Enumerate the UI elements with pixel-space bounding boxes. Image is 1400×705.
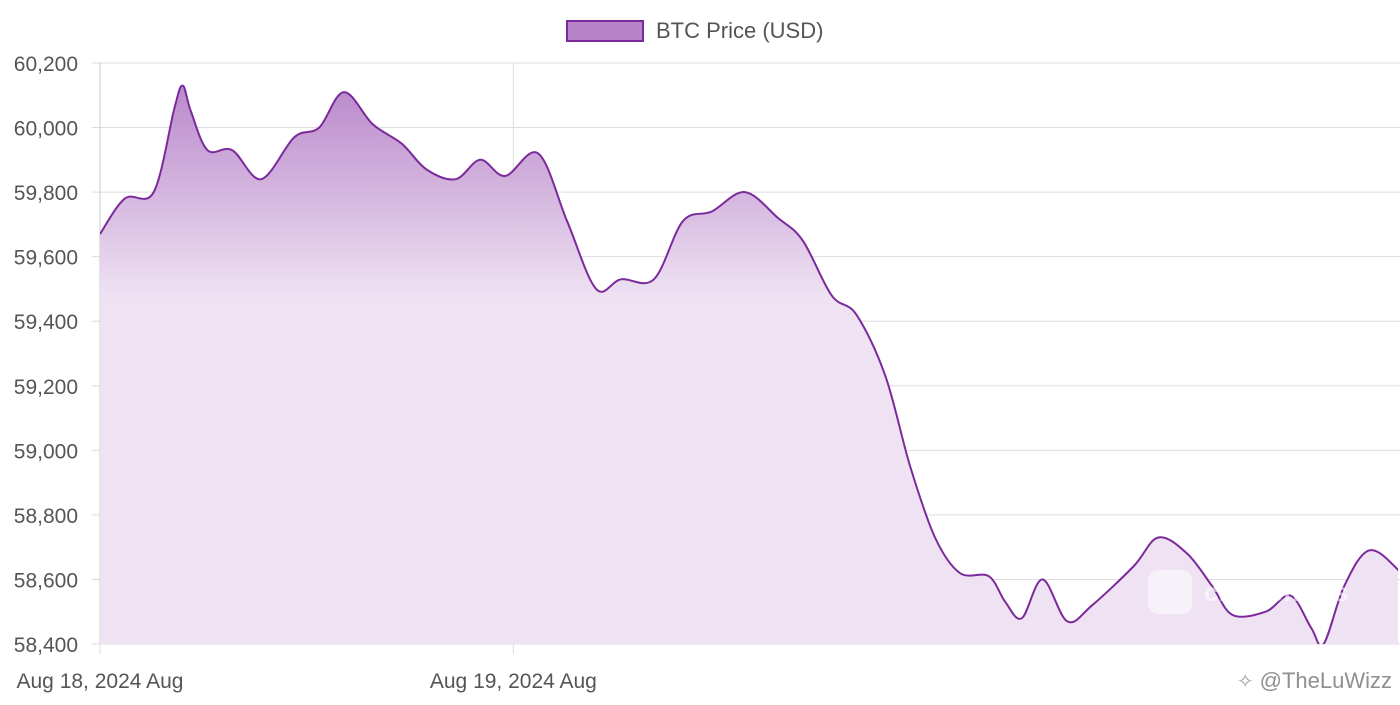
handle-watermark: ✧ @TheLuWizz — [1237, 668, 1392, 694]
legend-label: BTC Price (USD) — [656, 18, 824, 43]
y-tick-label: 59,600 — [14, 247, 78, 270]
y-tick-label: 60,200 — [14, 53, 78, 76]
y-tick-label: 60,000 — [14, 118, 78, 141]
y-tick-label: 59,400 — [14, 311, 78, 334]
price-area — [100, 85, 1398, 644]
y-tick-label: 58,600 — [14, 569, 78, 592]
brand-watermark: cryptonews — [1148, 570, 1349, 614]
y-tick-label: 59,800 — [14, 182, 78, 205]
x-tick-label: Aug 19, 2024 Aug — [430, 670, 597, 693]
y-tick-label: 59,000 — [14, 440, 78, 463]
x-axis: Aug 18, 2024 Aug Aug 19, 2024 Aug — [17, 670, 597, 693]
area-fill — [100, 85, 1398, 644]
legend-swatch — [566, 20, 644, 42]
y-tick-label: 58,400 — [14, 634, 78, 657]
y-axis: 60,200 60,000 59,800 59,600 59,400 59,200 59,0… — [14, 53, 78, 657]
x-tick-label: Aug 18, 2024 Aug — [17, 670, 184, 693]
price-series-line — [100, 84, 1398, 644]
handle-watermark-text: @TheLuWizz — [1259, 668, 1392, 693]
legend[interactable]: BTC Price (USD) — [566, 18, 823, 44]
brand-watermark-text: cryptonews — [1204, 576, 1349, 607]
price-line — [100, 84, 1398, 644]
y-tick-label: 59,200 — [14, 376, 78, 399]
y-tick-label: 58,800 — [14, 505, 78, 528]
brand-logo-icon — [1148, 570, 1192, 614]
diamond-logo-icon: ✧ — [1236, 670, 1254, 693]
